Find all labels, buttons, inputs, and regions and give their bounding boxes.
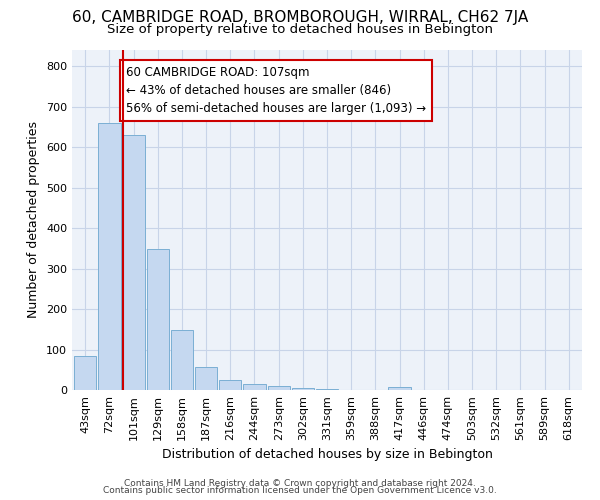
Bar bbox=[316, 389, 338, 390]
Bar bbox=[195, 367, 217, 390]
Bar bbox=[268, 386, 290, 390]
Bar bbox=[74, 356, 97, 390]
Text: 60, CAMBRIDGE ROAD, BROMBOROUGH, WIRRAL, CH62 7JA: 60, CAMBRIDGE ROAD, BROMBOROUGH, WIRRAL,… bbox=[72, 10, 528, 25]
Bar bbox=[244, 384, 266, 390]
Bar bbox=[98, 123, 121, 390]
Bar bbox=[171, 330, 193, 390]
Text: 60 CAMBRIDGE ROAD: 107sqm
← 43% of detached houses are smaller (846)
56% of semi: 60 CAMBRIDGE ROAD: 107sqm ← 43% of detac… bbox=[126, 66, 426, 115]
Bar bbox=[146, 249, 169, 390]
Bar bbox=[219, 380, 241, 390]
Text: Contains HM Land Registry data © Crown copyright and database right 2024.: Contains HM Land Registry data © Crown c… bbox=[124, 478, 476, 488]
Text: Contains public sector information licensed under the Open Government Licence v3: Contains public sector information licen… bbox=[103, 486, 497, 495]
Bar bbox=[292, 388, 314, 390]
X-axis label: Distribution of detached houses by size in Bebington: Distribution of detached houses by size … bbox=[161, 448, 493, 462]
Bar bbox=[388, 387, 410, 390]
Bar bbox=[122, 135, 145, 390]
Y-axis label: Number of detached properties: Number of detached properties bbox=[28, 122, 40, 318]
Text: Size of property relative to detached houses in Bebington: Size of property relative to detached ho… bbox=[107, 22, 493, 36]
